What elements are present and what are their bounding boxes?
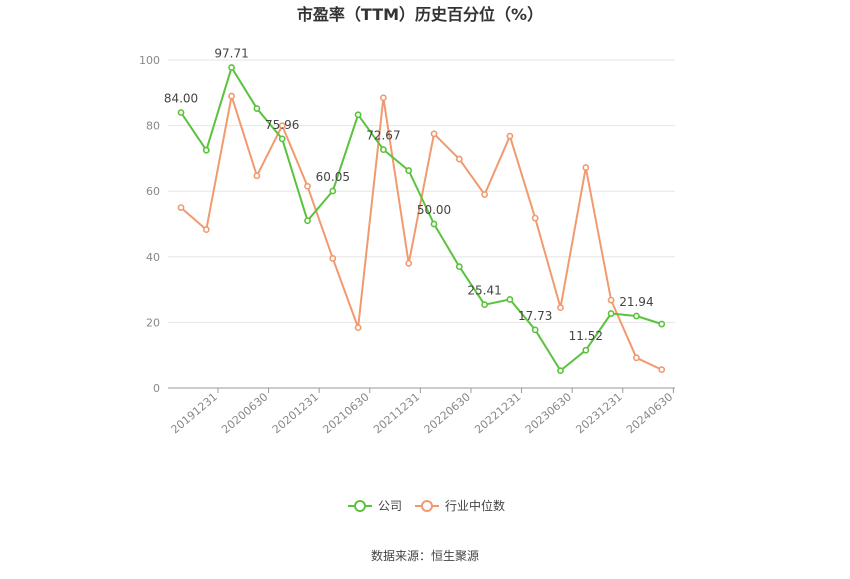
industry-median-data-point <box>582 164 590 171</box>
x-tick-label: 20230630 <box>523 390 574 436</box>
legend-label: 行业中位数 <box>445 498 505 513</box>
company-data-label: 72.67 <box>366 129 400 143</box>
industry-median-data-point <box>253 172 261 180</box>
x-tick-label: 20191231 <box>169 390 220 436</box>
x-tick-label: 20200630 <box>219 390 270 436</box>
company-data-point <box>531 326 539 334</box>
x-tick-label: 20221231 <box>472 390 523 436</box>
company-data-point <box>177 109 185 116</box>
x-tick-label: 20240630 <box>624 390 675 436</box>
industry-median-data-point <box>278 122 286 129</box>
x-tick-label: 20231231 <box>573 390 624 436</box>
y-tick-label: 20 <box>146 316 160 329</box>
company-data-label: 17.73 <box>518 309 552 323</box>
company-data-point <box>430 220 438 228</box>
legend-item-industry-median: 行业中位数 <box>415 498 505 513</box>
company-data-label: 25.41 <box>467 284 501 298</box>
company-data-point <box>455 263 463 271</box>
company-data-point <box>354 111 362 119</box>
company-data-point <box>582 346 590 354</box>
x-tick-label: 20210630 <box>320 390 371 436</box>
company-data-point <box>607 310 615 317</box>
chart-title: 市盈率（TTM）历史百分位（%） <box>297 5 543 24</box>
data-label-layer: 84.00 97.71 75.96 60.05 72.67 50.00 25.41 17.73… <box>164 47 654 344</box>
industry-median-data-point <box>202 226 210 233</box>
company-data-point <box>329 187 337 195</box>
y-tick-label: 100 <box>139 54 160 67</box>
industry-median-data-point <box>430 130 438 138</box>
legend-item-company: 公司 <box>348 499 402 513</box>
company-data-label: 21.94 <box>619 295 653 309</box>
company-data-point <box>506 296 514 303</box>
y-tick-label: 60 <box>146 185 160 198</box>
company-data-point <box>253 105 261 112</box>
industry-median-data-point <box>658 366 666 374</box>
company-data-point <box>228 64 235 71</box>
industry-median-data-point <box>354 324 362 332</box>
industry-median-data-point <box>177 204 185 211</box>
company-data-point <box>405 167 413 174</box>
x-tick-label: 20211231 <box>371 390 422 436</box>
industry-median-data-point <box>455 155 463 163</box>
source-note: 数据来源：恒生聚源 <box>371 548 479 563</box>
company-data-point <box>557 367 564 375</box>
series-layer <box>177 64 666 375</box>
industry-median-data-point <box>531 214 539 222</box>
legend-label: 公司 <box>378 499 402 513</box>
industry-median-data-point <box>557 304 564 312</box>
legend-marker <box>421 500 433 512</box>
industry-median-data-point <box>228 92 235 100</box>
company-series-line <box>180 66 663 372</box>
y-tick-label: 0 <box>153 382 160 395</box>
industry-median-data-point <box>379 94 387 102</box>
company-data-point <box>379 146 387 154</box>
company-data-point <box>481 301 488 309</box>
y-tick-label: 40 <box>146 251 160 264</box>
company-data-label: 11.52 <box>569 329 603 343</box>
grid-layer <box>168 59 675 323</box>
company-data-point <box>304 217 311 225</box>
legend-marker <box>354 500 366 512</box>
industry-median-data-point <box>304 182 311 190</box>
company-data-point <box>633 312 640 320</box>
company-data-label: 60.05 <box>316 170 350 184</box>
x-tick-label: 20201231 <box>270 390 321 436</box>
x-tick-label: 20220630 <box>422 390 473 436</box>
legend: 公司 行业中位数 <box>348 498 505 513</box>
company-data-label: 84.00 <box>164 91 198 105</box>
company-data-label: 50.00 <box>417 203 451 217</box>
industry-median-data-point <box>405 259 413 267</box>
y-tick-label: 80 <box>146 120 160 133</box>
industry-median-data-point <box>506 132 514 140</box>
industry-median-data-point <box>633 354 640 362</box>
company-data-point <box>278 135 286 143</box>
industry-median-data-point <box>481 191 488 198</box>
industry-median-data-point <box>329 255 337 262</box>
company-data-point <box>658 320 666 328</box>
company-data-label: 75.96 <box>265 118 299 132</box>
industry-median-data-point <box>607 296 615 304</box>
company-data-label: 97.71 <box>214 47 248 61</box>
company-data-point <box>202 146 210 154</box>
